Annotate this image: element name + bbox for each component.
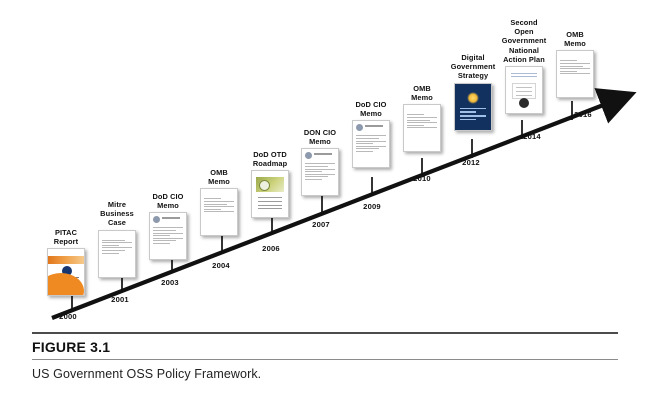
year-label-2009: 2009 <box>363 202 381 211</box>
milestone-2000[interactable]: PITAC Report <box>23 228 109 297</box>
axis-line <box>51 88 637 320</box>
caption-rule-bottom <box>32 359 618 360</box>
figure-caption-block: FIGURE 3.1 US Government OSS Policy Fram… <box>32 332 618 381</box>
milestone-2016[interactable]: OMB Memo <box>532 30 618 99</box>
milestone-label-2009: DoD CIO Memo <box>355 100 387 119</box>
document-thumbnail-dod-cio-memo-2003[interactable] <box>149 212 187 261</box>
year-label-2014: 2014 <box>523 132 541 141</box>
document-thumbnail-don-cio-memo[interactable] <box>301 148 339 197</box>
milestone-label-2003: DoD CIO Memo <box>152 192 184 211</box>
timeline-axis-arrow <box>51 88 637 320</box>
year-label-2007: 2007 <box>312 220 330 229</box>
document-thumbnail-omb-memo-2010[interactable] <box>403 104 441 153</box>
year-label-2006: 2006 <box>262 244 280 253</box>
milestone-2001[interactable]: Mitre Business Case <box>74 200 160 278</box>
milestone-label-2007: DON CIO Memo <box>303 128 337 147</box>
tick-group <box>71 101 573 310</box>
document-thumbnail-digital-government-strategy[interactable] <box>454 82 492 131</box>
year-label-2003: 2003 <box>161 278 179 287</box>
milestone-2012[interactable]: Digital Government Strategy <box>430 53 516 131</box>
figure-number: FIGURE 3.1 <box>32 339 111 355</box>
document-thumbnail-omb-memo-2004[interactable] <box>200 188 238 237</box>
year-label-2004: 2004 <box>212 261 230 270</box>
milestone-2010[interactable]: OMB Memo <box>379 84 465 153</box>
document-thumbnail-dod-cio-memo-2009[interactable] <box>352 120 390 169</box>
timeline-diagram: PITAC Report Mitre Business Case <box>23 18 637 321</box>
year-label-2000: 2000 <box>59 312 77 321</box>
document-thumbnail-omb-memo-2016[interactable] <box>556 50 594 99</box>
year-label-2010: 2010 <box>413 174 431 183</box>
document-thumbnail-dod-otd-roadmap[interactable] <box>251 170 289 219</box>
milestone-2004[interactable]: OMB Memo <box>176 168 262 237</box>
milestone-label-2012: Digital Government Strategy <box>450 53 496 81</box>
caption-rule-top <box>32 332 618 334</box>
year-label-2016: 2016 <box>574 110 592 119</box>
milestone-label-2016: OMB Memo <box>564 30 586 49</box>
document-thumbnail-mitre-business-case[interactable] <box>98 229 136 278</box>
document-thumbnail-pitac-report[interactable] <box>47 248 85 297</box>
milestone-2003[interactable]: DoD CIO Memo <box>125 192 211 261</box>
document-thumbnail-second-open-government-national-action-plan[interactable] <box>505 66 543 115</box>
milestone-label-2001: Mitre Business Case <box>100 200 134 228</box>
milestone-2014[interactable]: Second Open Government National Action P… <box>481 18 567 115</box>
figure-caption-text: US Government OSS Policy Framework. <box>32 367 262 381</box>
milestone-label-2006: DoD OTD Roadmap <box>252 150 288 169</box>
year-label-2001: 2001 <box>111 295 129 304</box>
milestone-2007[interactable]: DON CIO Memo <box>277 128 363 197</box>
year-label-2012: 2012 <box>462 158 480 167</box>
milestone-2009[interactable]: DoD CIO Memo <box>328 100 414 169</box>
milestone-label-2010: OMB Memo <box>411 84 433 103</box>
milestone-label-2014: Second Open Government National Action P… <box>501 18 547 64</box>
milestone-label-2004: OMB Memo <box>208 168 230 187</box>
milestone-label-2000: PITAC Report <box>53 228 79 247</box>
milestone-2006[interactable]: DoD OTD Roadmap <box>227 150 313 219</box>
